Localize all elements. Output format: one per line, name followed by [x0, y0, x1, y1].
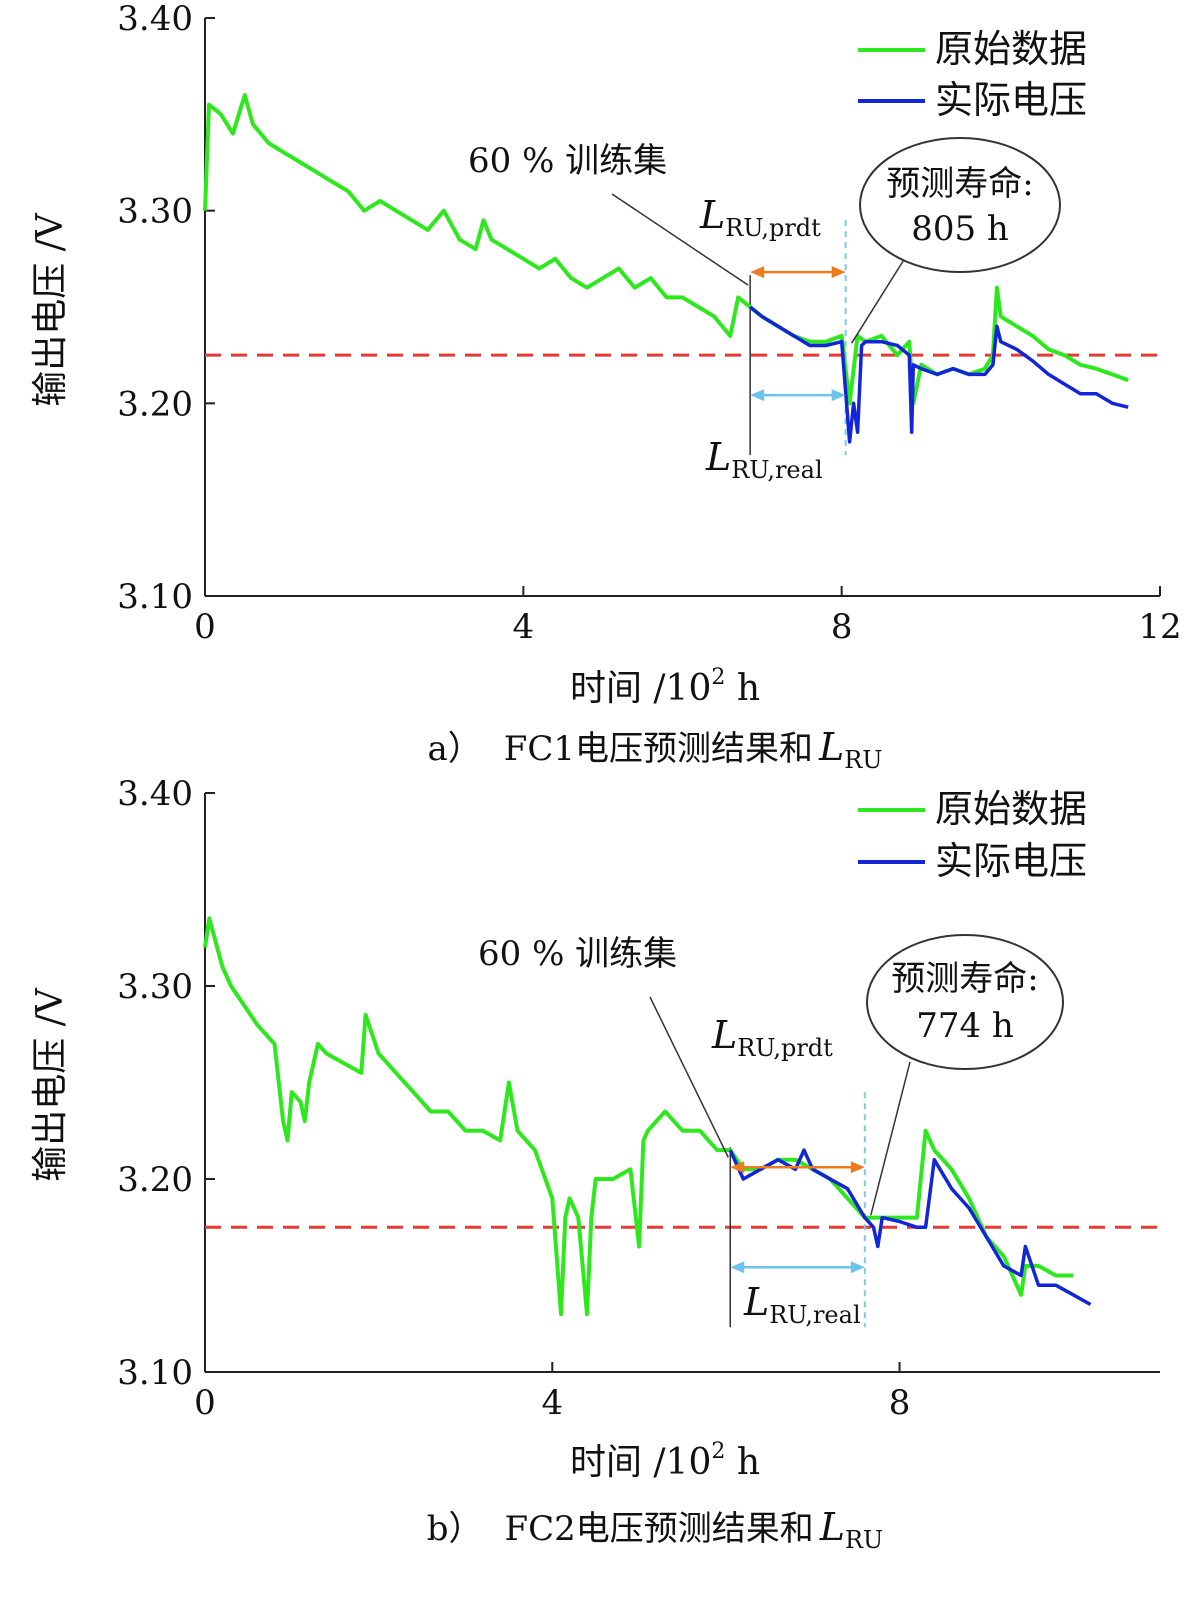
x-ticks: 0 4 8 12 [194, 586, 1182, 647]
y-tick-label: 3.30 [117, 967, 193, 1007]
callout-leader [870, 1061, 911, 1216]
arrow-head-left [730, 1261, 745, 1274]
y-axis-label: 输出电压 /V [30, 212, 71, 407]
callout-bubble [859, 137, 1061, 273]
panel-caption: b） FC2电压预测结果和 LRU [427, 1505, 884, 1554]
callout-title: 预测寿命: [891, 959, 1038, 999]
x-tick-label: 8 [831, 607, 853, 647]
x-axis-label: 时间 /102 h [570, 1439, 760, 1483]
y-tick-label: 3.10 [117, 577, 193, 617]
L-real-arrow [750, 389, 846, 402]
panel-b: 3.10 3.20 3.30 3.40 0 4 8 60 % 训练集 LRU,prdt L… [30, 774, 1160, 1554]
x-axis-label: 时间 /102 h [570, 665, 760, 709]
x-tick-label: 12 [1138, 607, 1181, 647]
panel-a: 3.10 3.20 3.30 3.40 0 4 8 12 60 % 训练集 LRU,prdt… [30, 0, 1182, 774]
y-tick-label: 3.40 [117, 774, 193, 814]
series-raw-data-line [203, 916, 1074, 1317]
y-tick-label: 3.20 [117, 1160, 193, 1200]
train-label: 60 % 训练集 [468, 141, 667, 181]
x-tick-label: 4 [541, 1383, 563, 1423]
y-tick-label: 3.30 [117, 192, 193, 232]
legend-raw-label: 原始数据 [935, 787, 1087, 831]
x-tick-label: 4 [513, 607, 535, 647]
callout-title: 预测寿命: [886, 164, 1033, 204]
x-tick-label: 8 [889, 1383, 911, 1423]
callout-value: 805 h [911, 209, 1009, 249]
y-ticks: 3.10 3.20 3.30 3.40 [117, 0, 215, 617]
x-ticks: 0 4 8 [194, 1362, 910, 1423]
y-tick-label: 3.40 [117, 0, 193, 39]
series-raw-data-line [203, 93, 1129, 406]
L-real-arrow [730, 1261, 865, 1274]
y-axis-label: 输出电压 /V [30, 987, 71, 1182]
arrow-head-left [750, 389, 765, 402]
arrow-head-right [850, 1161, 865, 1174]
arrow-head-right [831, 266, 846, 279]
arrow-head-right [831, 389, 846, 402]
y-tick-label: 3.20 [117, 384, 193, 424]
L-prdt-arrow [750, 266, 846, 279]
legend-actual-label: 实际电压 [935, 839, 1087, 883]
y-tick-label: 3.10 [117, 1353, 193, 1393]
L-prdt-label: LRU,prdt [711, 1013, 833, 1062]
callout-value: 774 h [916, 1006, 1014, 1046]
x-tick-label: 0 [194, 1383, 216, 1423]
arrow-head-right [850, 1261, 865, 1274]
panel-caption: a） FC1电压预测结果和 LRU [427, 725, 882, 774]
L-prdt-arrow [730, 1161, 865, 1174]
callout-bubble [866, 934, 1064, 1070]
legend: 原始数据 实际电压 [858, 27, 1087, 122]
legend: 原始数据 实际电压 [858, 787, 1087, 883]
series-actual-voltage-line [749, 305, 1129, 444]
x-tick-label: 0 [194, 607, 216, 647]
arrow-head-left [750, 266, 765, 279]
L-prdt-label: LRU,prdt [699, 193, 821, 242]
series-actual-voltage-line [728, 1148, 1092, 1307]
legend-raw-label: 原始数据 [935, 27, 1087, 71]
legend-actual-label: 实际电压 [935, 78, 1087, 122]
callout-leader [851, 257, 906, 344]
train-label-leader [611, 193, 749, 286]
train-label: 60 % 训练集 [478, 934, 677, 974]
train-label-leader [649, 996, 729, 1158]
y-ticks: 3.10 3.20 3.30 3.40 [117, 774, 215, 1393]
arrow-head-left [730, 1161, 745, 1174]
L-real-label: LRU,real [705, 435, 823, 484]
L-real-label: LRU,real [743, 1280, 861, 1329]
